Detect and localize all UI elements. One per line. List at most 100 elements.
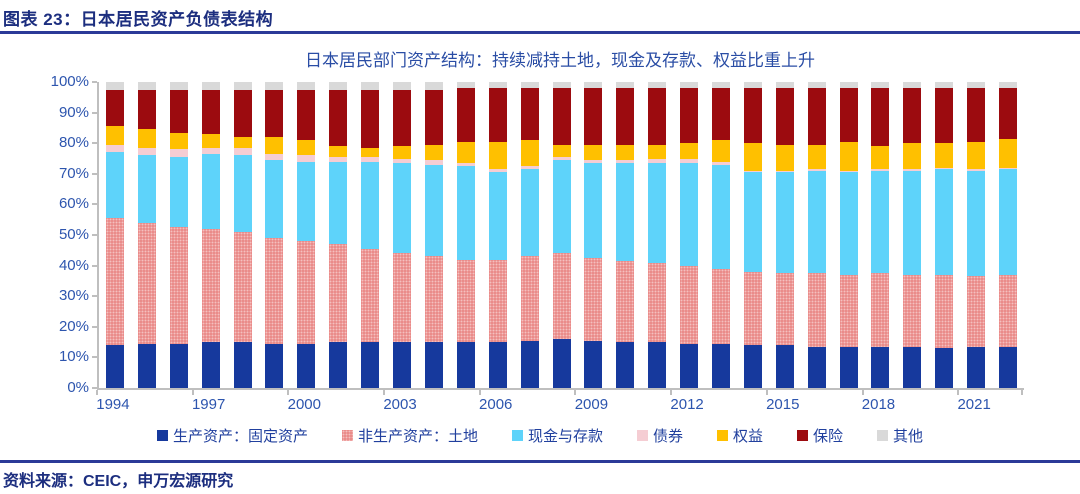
chart-title: 日本居民部门资产结构：持续减持土地，现金及存款、权益比重上升 — [305, 51, 815, 70]
segment-其他-2004 — [424, 82, 443, 90]
segment-保险-2017 — [839, 88, 858, 142]
y-axis-tick — [92, 234, 97, 236]
y-axis-tick — [92, 325, 97, 328]
segment-非生产资产：土地-2003 — [393, 253, 412, 343]
bar-1998 — [233, 82, 252, 388]
segment-现金与存款-2010 — [616, 163, 635, 262]
legend-label: 其他 — [893, 428, 924, 445]
segment-其他-2000 — [297, 82, 316, 90]
x-axis-label-2015: 2015 — [766, 396, 800, 413]
bar-2013 — [711, 82, 730, 388]
segment-债券-2005 — [456, 163, 475, 167]
segment-保险-1998 — [233, 89, 252, 138]
x-axis-label-2012: 2012 — [670, 396, 704, 413]
y-axis-tick — [92, 172, 97, 175]
segment-其他-2007 — [520, 82, 539, 89]
legend-label: 生产资产：固定资产 — [172, 428, 308, 445]
segment-现金与存款-1996 — [169, 157, 188, 228]
y-axis-label-40%: 40% — [58, 256, 89, 274]
segment-非生产资产：土地-1999 — [265, 238, 284, 344]
segment-债券-2002 — [361, 157, 380, 162]
segment-其他-2022 — [999, 82, 1018, 89]
segment-非生产资产：土地-1996 — [169, 227, 188, 344]
x-axis-label-2006: 2006 — [479, 396, 513, 413]
segment-非生产资产：土地-2000 — [297, 241, 316, 344]
x-axis-tick — [287, 390, 290, 395]
segment-债券-1998 — [233, 147, 252, 156]
segment-保险-2011 — [648, 88, 667, 145]
segment-保险-2013 — [711, 88, 730, 141]
segment-债券-2011 — [648, 158, 667, 164]
segment-生产资产：固定资产-2018 — [871, 346, 890, 388]
segment-现金与存款-2016 — [807, 170, 826, 274]
segment-非生产资产：土地-2011 — [648, 262, 667, 343]
legend-item-非生产资产：土地: 非生产资产：土地 — [341, 425, 478, 446]
segment-其他-1999 — [265, 82, 284, 90]
y-axis-label-90%: 90% — [58, 103, 89, 121]
segment-债券-2010 — [616, 160, 635, 164]
figure-header: 图表 23：日本居民资产负债表结构 — [3, 10, 274, 29]
segment-生产资产：固定资产-2020 — [935, 348, 954, 388]
segment-债券-1996 — [169, 149, 188, 157]
segment-非生产资产：土地-2013 — [711, 268, 730, 344]
segment-非生产资产：土地-2012 — [680, 265, 699, 344]
segment-现金与存款-2006 — [488, 172, 507, 260]
segment-现金与存款-2012 — [680, 163, 699, 266]
segment-非生产资产：土地-1995 — [137, 222, 156, 344]
segment-债券-2006 — [488, 169, 507, 173]
y-axis-label-20%: 20% — [58, 317, 89, 335]
segment-保险-2014 — [743, 88, 762, 144]
segment-债券-2022 — [999, 167, 1018, 170]
segment-非生产资产：土地-2017 — [839, 274, 858, 347]
y-axis-label-0%: 0% — [67, 379, 89, 396]
legend-item-债券: 债券 — [636, 425, 683, 446]
segment-其他-1998 — [233, 82, 252, 90]
y-axis-label-30%: 30% — [58, 287, 89, 305]
x-axis-tick — [1021, 390, 1023, 395]
segment-债券-2001 — [329, 157, 348, 162]
segment-现金与存款-2008 — [552, 160, 571, 254]
segment-保险-2009 — [584, 88, 603, 145]
bar-2001 — [329, 82, 348, 388]
segment-保险-2021 — [967, 88, 986, 142]
segment-其他-2016 — [807, 82, 826, 89]
segment-权益-1996 — [169, 132, 188, 150]
segment-非生产资产：土地-2020 — [935, 274, 954, 349]
segment-权益-2009 — [584, 144, 603, 161]
x-axis-tick — [861, 390, 864, 395]
legend: 生产资产：固定资产 非生产资产：土地 现金与存款 债券 权益 保险 其他 — [40, 425, 1040, 446]
x-axis-tick — [96, 390, 98, 395]
segment-权益-2004 — [424, 144, 443, 161]
segment-现金与存款-2020 — [935, 169, 954, 275]
segment-生产资产：固定资产-2016 — [807, 346, 826, 388]
segment-生产资产：固定资产-2009 — [584, 340, 603, 388]
segment-生产资产：固定资产-2015 — [775, 345, 794, 388]
segment-非生产资产：土地-1997 — [201, 228, 220, 343]
segment-生产资产：固定资产-2002 — [361, 342, 380, 388]
segment-生产资产：固定资产-2004 — [424, 342, 443, 388]
segment-权益-2001 — [329, 146, 348, 158]
y-axis-tick — [92, 203, 97, 206]
segment-非生产资产：土地-2018 — [871, 273, 890, 347]
segment-非生产资产：土地-2001 — [329, 244, 348, 343]
segment-保险-1996 — [169, 89, 188, 133]
legend-item-保险: 保险 — [797, 425, 843, 446]
segment-权益-2016 — [807, 144, 826, 170]
segment-生产资产：固定资产-2017 — [839, 346, 858, 388]
segment-保险-2022 — [999, 88, 1018, 139]
bar-2016 — [807, 82, 826, 388]
legend-marker-icon — [511, 430, 523, 441]
segment-债券-2000 — [297, 155, 316, 162]
segment-债券-2017 — [839, 170, 858, 173]
segment-债券-2004 — [424, 160, 443, 165]
y-axis-label-50%: 50% — [58, 226, 89, 243]
segment-权益-2000 — [297, 140, 316, 156]
bar-2006 — [488, 82, 507, 388]
segment-现金与存款-2013 — [711, 164, 730, 269]
segment-债券-2007 — [520, 166, 539, 170]
segment-其他-1996 — [169, 82, 188, 90]
segment-生产资产：固定资产-2014 — [743, 345, 762, 388]
segment-保险-2016 — [807, 88, 826, 145]
bar-2003 — [393, 82, 412, 388]
